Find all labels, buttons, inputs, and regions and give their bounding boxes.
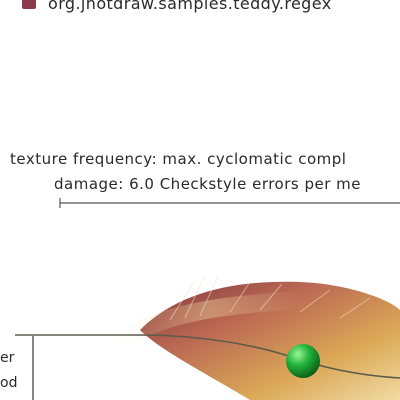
feather-glyph[interactable] [0, 260, 400, 400]
scale-bar [59, 198, 400, 208]
texture-frequency-label: texture frequency: max. cyclomatic compl [10, 150, 347, 168]
legend-label: org.jhotdraw.samples.teddy.regex [48, 0, 332, 13]
feather-body [115, 274, 400, 400]
side-label-top: er [0, 350, 15, 366]
damage-label: damage: 6.0 Checkstyle errors per me [54, 175, 362, 193]
legend-swatch [22, 0, 36, 9]
legend-item: org.jhotdraw.samples.teddy.regex [0, 0, 332, 15]
side-label-bottom: od [0, 375, 18, 391]
marker-ball[interactable] [286, 344, 320, 378]
